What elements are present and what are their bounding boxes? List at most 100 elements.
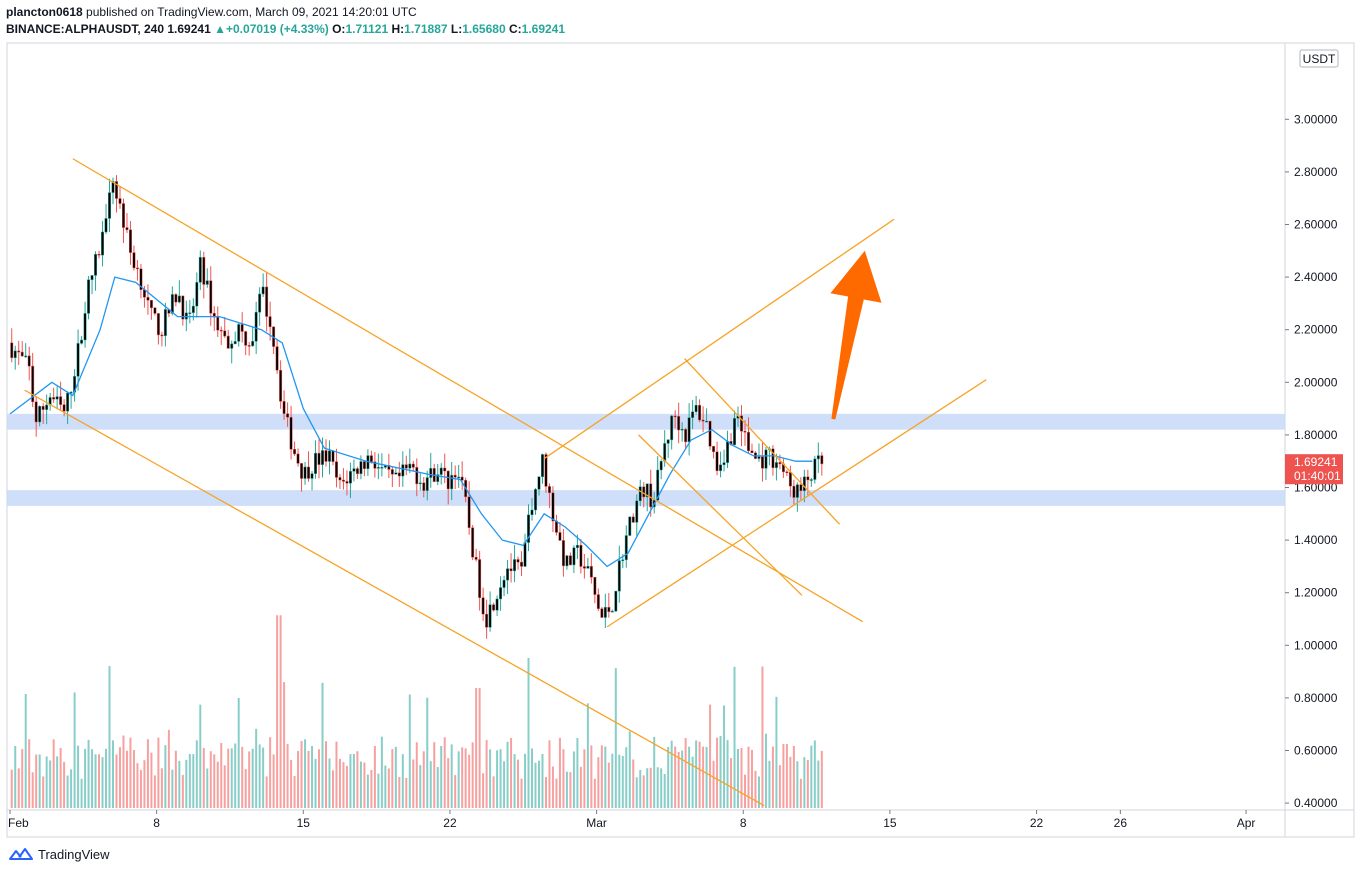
volume-bar — [544, 776, 547, 808]
volume-bar — [726, 740, 729, 808]
brand-name: TradingView — [38, 846, 110, 862]
volume-bar — [181, 774, 184, 808]
candle-body — [279, 369, 283, 402]
candle-body — [205, 280, 209, 285]
time-tick-label: 22 — [1030, 816, 1044, 830]
trendline-6[interactable] — [684, 358, 841, 525]
candle-body — [108, 192, 111, 219]
publish-info: published on TradingView.com, March 09, … — [86, 5, 417, 19]
author-name[interactable]: plancton0618 — [6, 5, 83, 19]
price-change: +0.07019 (+4.33%) — [226, 22, 329, 36]
trendline-1[interactable] — [72, 158, 863, 623]
time-axis[interactable]: Feb 8 15 22 Mar 8 15 22 26 Apr — [8, 810, 1255, 830]
volume-bar — [373, 746, 376, 808]
volume-bar — [569, 772, 572, 808]
volume-bar — [318, 749, 321, 808]
candle-body — [296, 453, 300, 464]
volume-bar — [115, 754, 118, 808]
candle-body — [97, 254, 101, 256]
volume-bar — [153, 775, 156, 808]
candle-body — [303, 466, 307, 479]
candle-body — [345, 481, 349, 484]
candle-body — [317, 452, 321, 465]
volume-bar — [105, 748, 108, 808]
volume-bar — [42, 776, 45, 808]
volume-bar — [761, 666, 764, 808]
candle-body — [153, 307, 157, 314]
candle-body — [663, 443, 667, 462]
currency-badge[interactable]: USDT — [1299, 49, 1339, 68]
volume-bar — [705, 746, 708, 808]
volume-bar — [293, 776, 296, 808]
candle-body — [160, 334, 164, 337]
trendline-5[interactable] — [638, 434, 803, 596]
candle-body — [809, 479, 813, 481]
brand-footer[interactable]: TradingView — [8, 846, 110, 862]
volume-bar — [663, 773, 666, 808]
volume-bar — [712, 760, 715, 808]
volume-bar — [698, 741, 701, 808]
volume-bar — [122, 735, 125, 808]
volume-bar — [614, 668, 617, 808]
volume-bar — [394, 746, 397, 808]
volume-bar — [363, 762, 366, 808]
volume-bar — [551, 766, 554, 808]
volume-bar — [324, 741, 327, 808]
candle-body — [118, 198, 122, 204]
bullish-arrow-icon[interactable] — [830, 250, 882, 420]
candle-body — [240, 324, 244, 332]
volume-bar — [583, 749, 586, 808]
volume-bar — [792, 746, 795, 808]
volume-bar — [171, 769, 174, 808]
volume-bar — [810, 745, 813, 808]
time-tick-label: 15 — [883, 816, 897, 830]
price-zone-2[interactable] — [7, 490, 1285, 506]
volume-bar — [338, 758, 341, 808]
candle-body — [387, 465, 391, 470]
volume-bar — [139, 770, 142, 808]
candle-body — [586, 566, 590, 569]
volume-bar — [195, 740, 198, 808]
volume-bar — [241, 746, 244, 808]
candle-body — [289, 417, 293, 450]
candle-body — [656, 469, 660, 501]
volume-bar — [531, 748, 534, 808]
candle-body — [802, 476, 806, 492]
candle-body — [764, 449, 768, 469]
candle-body — [813, 458, 817, 480]
volume-bar — [702, 746, 705, 808]
candlestick-series — [10, 175, 824, 639]
candle-body — [300, 463, 304, 479]
volume-bar — [157, 737, 160, 808]
candle-body — [149, 300, 153, 309]
candle-body — [621, 559, 625, 561]
trendline-4[interactable] — [606, 379, 987, 628]
trendline-2[interactable] — [24, 389, 765, 807]
volume-bar — [450, 744, 453, 808]
candle-body — [506, 568, 510, 581]
candle-body — [774, 462, 778, 469]
volume-bar — [118, 747, 121, 808]
symbol-label[interactable]: BINANCE:ALPHAUSDT, 240 — [6, 22, 165, 36]
candle-body — [446, 470, 450, 490]
candle-body — [743, 431, 747, 433]
volume-bar — [14, 745, 17, 808]
trendlines[interactable] — [24, 158, 987, 807]
volume-bar — [789, 756, 792, 808]
price-tag-value: 1.69241 — [1294, 455, 1338, 469]
volume-bar — [63, 761, 66, 808]
candle-body — [694, 404, 698, 413]
candle-body — [219, 329, 223, 332]
volume-bar — [17, 768, 20, 808]
price-zone-1[interactable] — [7, 413, 1285, 430]
candle-body — [69, 391, 73, 394]
volume-bar — [52, 739, 55, 808]
volume-bar — [677, 751, 680, 808]
candle-body — [589, 566, 593, 578]
price-axis[interactable]: 3.00000 2.80000 2.60000 2.40000 2.20000 2.000… — [1285, 112, 1338, 810]
volume-bar — [314, 758, 317, 808]
volume-bar — [534, 762, 537, 808]
trendline-3[interactable] — [543, 218, 895, 460]
volume-bar — [803, 757, 806, 808]
